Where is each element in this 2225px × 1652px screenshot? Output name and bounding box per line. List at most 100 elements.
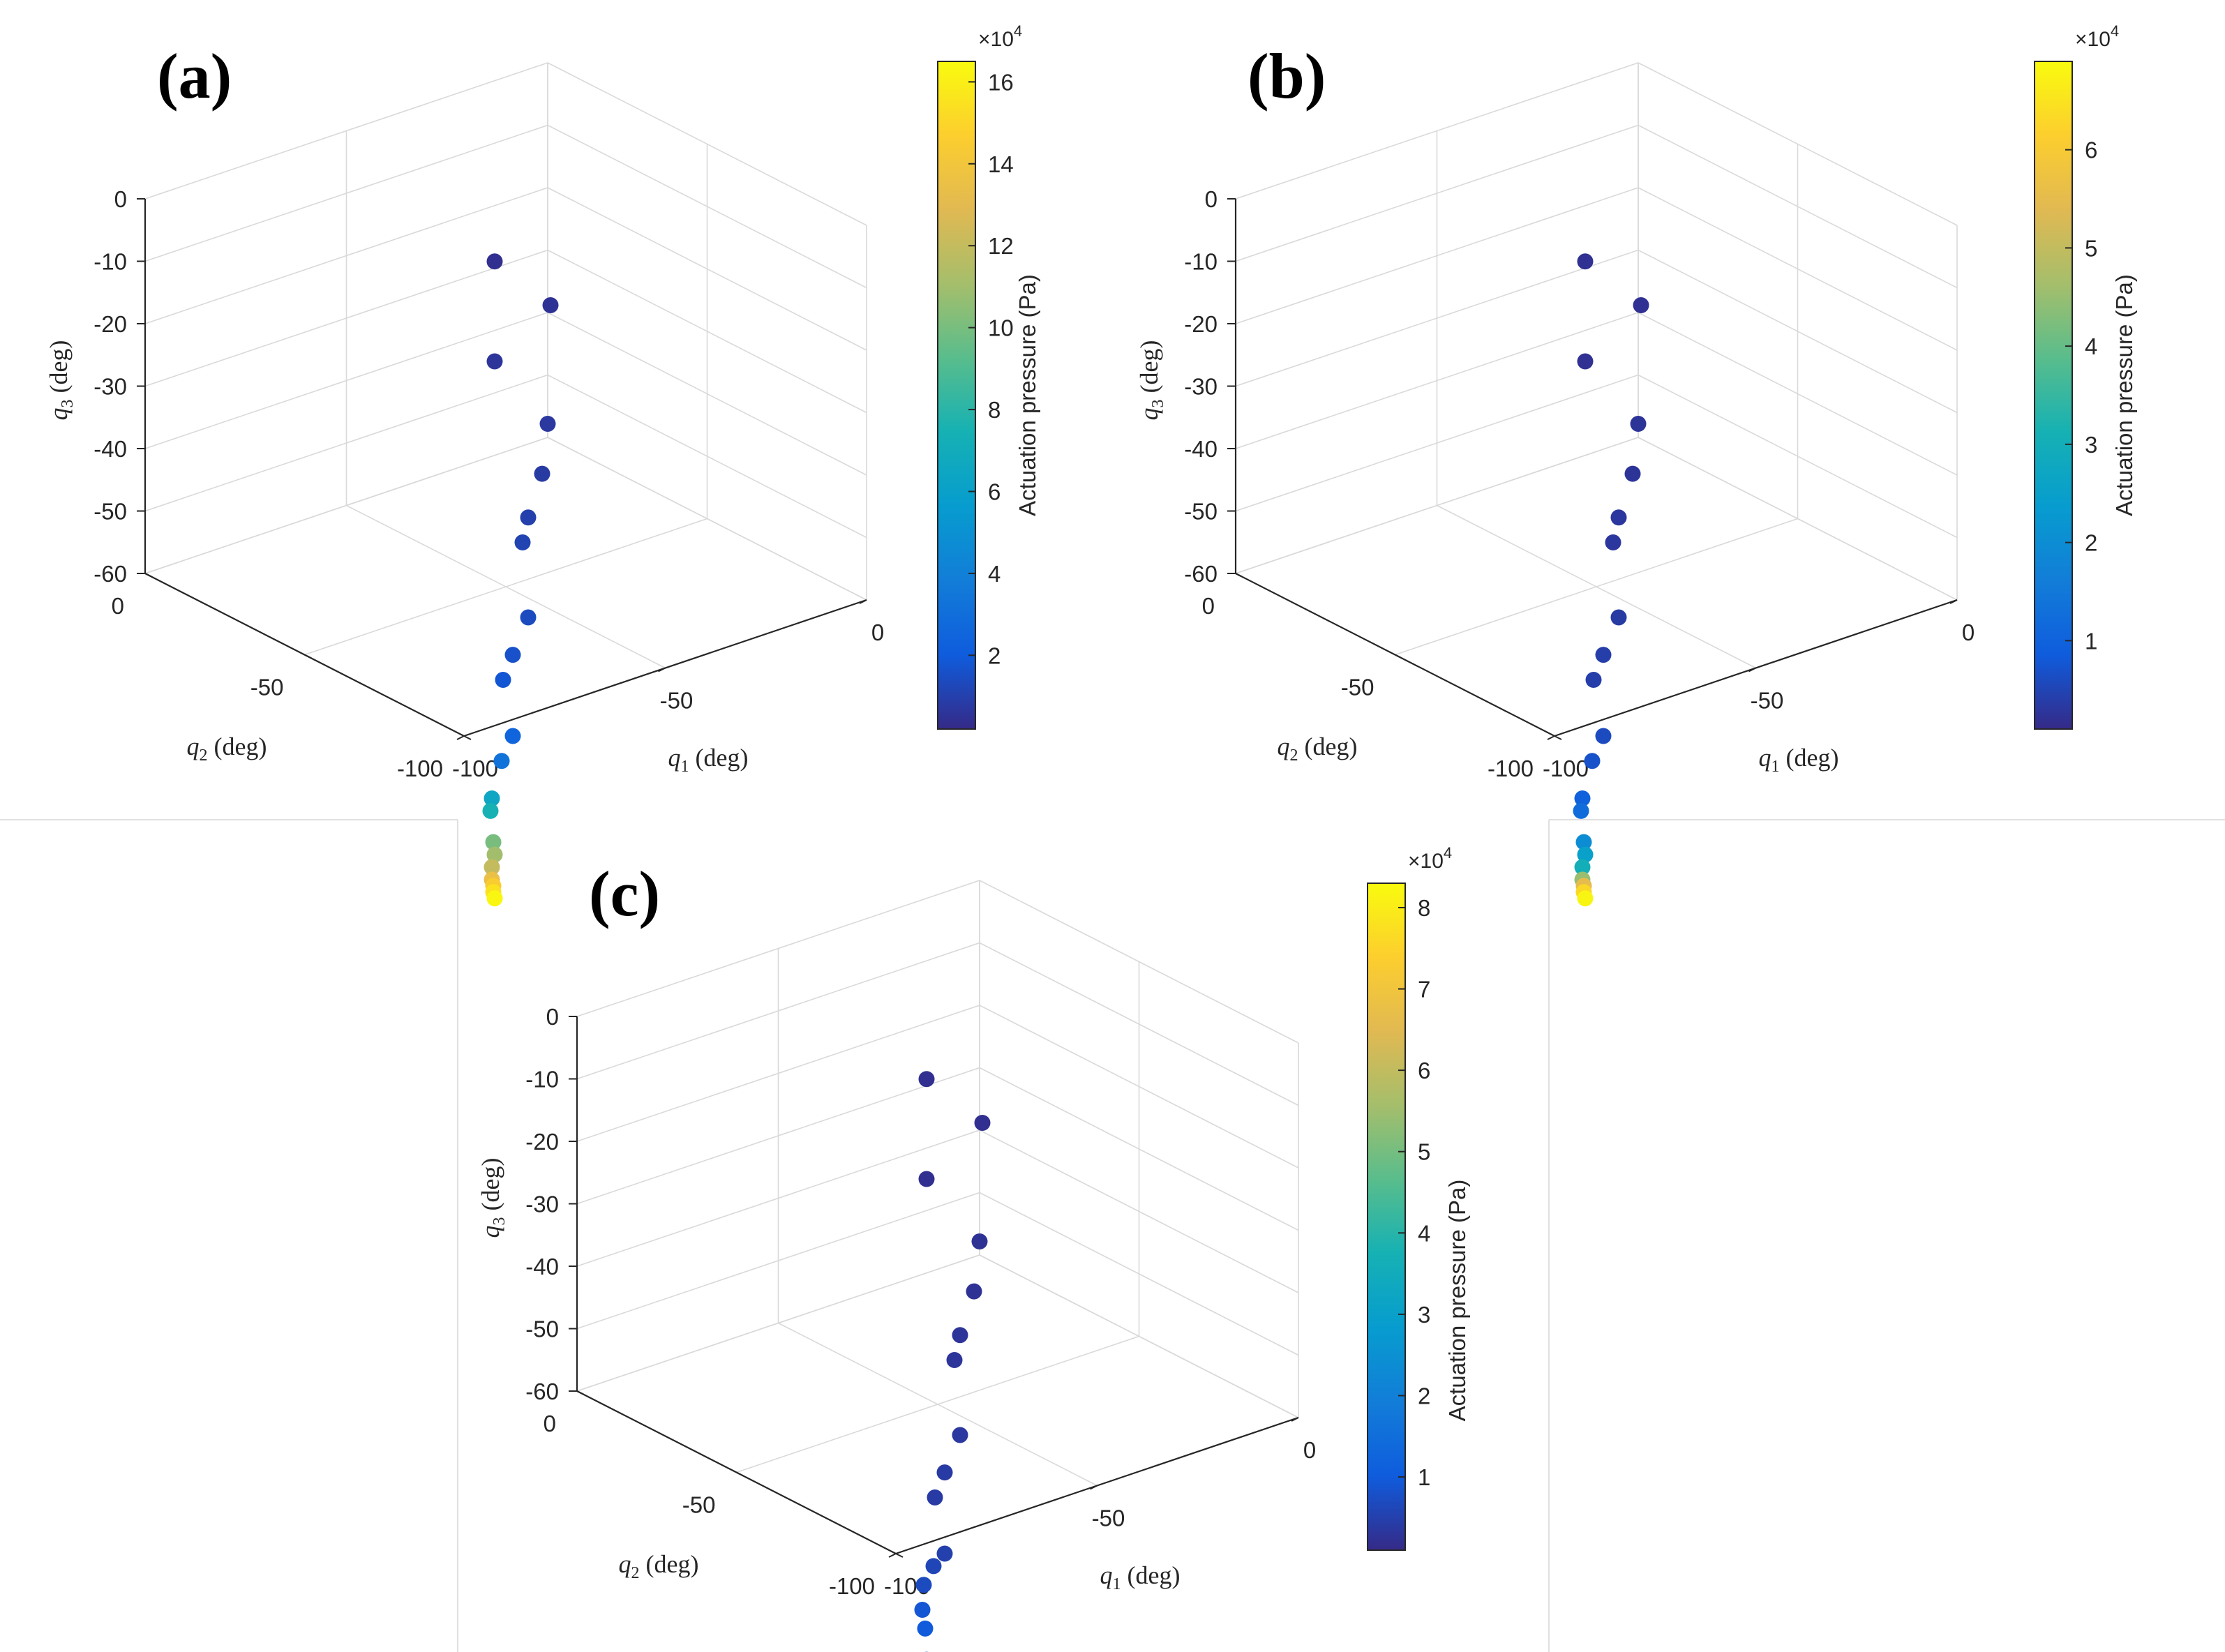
colorbar-tick-label: 4 [1418, 1220, 1430, 1246]
data-point [1577, 253, 1594, 270]
q1-axis-label-var: q [1759, 744, 1771, 772]
grid-line-floor [144, 437, 548, 574]
q2-tick-label: 0 [1202, 593, 1215, 619]
q3-tick-label: 0 [114, 186, 127, 212]
q1-tick-label: -100 [1543, 756, 1589, 781]
q2-axis-label: q2 (deg) [1278, 733, 1358, 765]
q1-tick-mark [888, 1553, 897, 1558]
q3-axis-label-sub: 3 [490, 1217, 509, 1225]
q1-axis-label: q1 (deg) [1759, 744, 1839, 776]
q2-axis-label-var: q [187, 733, 200, 760]
colorbar-tick-label: 4 [2085, 333, 2097, 359]
q1-axis-label-unit: (deg) [1121, 1561, 1181, 1589]
q2-axis-label-var: q [1278, 733, 1290, 760]
q3-tick-label: -30 [525, 1192, 559, 1217]
q2-axis-label-unit: (deg) [1298, 733, 1358, 760]
colorbar-tick-label: 8 [988, 397, 1001, 423]
data-point [1574, 790, 1591, 806]
q3-axis-label: q3 (deg) [477, 1158, 509, 1238]
q2-axis-label-var: q [619, 1550, 631, 1578]
q3-tick-label: -40 [93, 436, 127, 462]
colorbar-tick-label: 5 [2085, 235, 2097, 261]
q3-tick-label: -10 [1184, 249, 1218, 275]
data-point [1595, 728, 1612, 744]
q1-tick-label: -50 [1751, 688, 1784, 714]
colorbar-tick-label: 6 [2085, 137, 2097, 163]
panel-label: (c) [589, 858, 660, 929]
q3-axis-label-sub: 3 [1149, 399, 1167, 407]
q2-tick-mark [1554, 735, 1562, 740]
grid-line-floor [1235, 437, 1639, 574]
data-point [918, 1171, 935, 1187]
q1-tick-label: 0 [871, 620, 884, 645]
q2-tick-label: -50 [682, 1492, 716, 1518]
q2-tick-mark [1395, 654, 1402, 659]
data-point [917, 1620, 934, 1637]
data-point [486, 846, 503, 863]
q2-tick-mark [144, 573, 153, 578]
data-point [927, 1489, 943, 1505]
data-point [495, 671, 511, 688]
q2-axis-label-unit: (deg) [208, 733, 267, 760]
data-point [482, 802, 499, 819]
q1-tick-label: -50 [1092, 1505, 1125, 1531]
data-point [1577, 846, 1594, 863]
q1-axis-label-sub: 1 [1113, 1575, 1121, 1593]
colorbar [937, 61, 976, 730]
q3-axis-label-var: q [1135, 407, 1163, 420]
data-point [946, 1352, 963, 1369]
data-point [1584, 753, 1601, 769]
colorbar-tick-label: 10 [988, 315, 1014, 341]
q1-axis-label-unit: (deg) [689, 744, 749, 772]
scatter-points [482, 253, 559, 907]
q2-tick-label: -50 [250, 675, 284, 700]
colorbar-exponent: ×104 [978, 22, 1022, 51]
data-point [484, 790, 500, 806]
q1-tick-mark [859, 599, 867, 604]
q2-axis-label-sub: 2 [631, 1564, 640, 1582]
data-point [1630, 416, 1647, 432]
data-point [520, 609, 537, 626]
colorbar [2034, 61, 2073, 730]
colorbar-tick-label: 1 [2085, 628, 2097, 654]
data-point [520, 509, 537, 526]
q2-tick-label: -100 [829, 1573, 875, 1599]
colorbar-exponent-prefix: ×10 [2075, 28, 2111, 51]
colorbar-tick-label: 2 [988, 643, 1001, 668]
q1-tick-mark [1291, 1417, 1299, 1422]
panel-label: (b) [1248, 40, 1326, 112]
data-point [504, 647, 521, 663]
grid-line-floor [1395, 518, 1798, 656]
q2-axis-label-sub: 2 [200, 746, 208, 765]
q1-tick-mark [1949, 599, 1958, 604]
q3-tick-label: -10 [525, 1067, 559, 1092]
q3-tick-label: -20 [1184, 311, 1218, 337]
colorbar-exponent: ×104 [2075, 22, 2119, 51]
q3-tick-label: -20 [93, 311, 127, 337]
data-point [534, 465, 550, 482]
q3-tick-label: -30 [93, 374, 127, 400]
q3-tick-label: -60 [93, 561, 127, 587]
scatter-points [914, 1071, 991, 1652]
q2-axis-label: q2 (deg) [187, 733, 267, 765]
colorbar-tick-label: 1 [1418, 1464, 1430, 1490]
q3-tick-label: -60 [1184, 561, 1218, 587]
data-point [504, 728, 521, 744]
q2-tick-label: -100 [397, 756, 443, 781]
data-point [915, 1577, 932, 1593]
q3-tick-label: -10 [93, 249, 127, 275]
colorbar-tick-label: 2 [2085, 530, 2097, 556]
q2-tick-label: 0 [544, 1411, 556, 1436]
colorbar-exponent-prefix: ×10 [1408, 850, 1444, 873]
colorbar-tick-label: 16 [988, 69, 1014, 95]
data-point [485, 834, 502, 850]
q3-tick-label: -60 [525, 1379, 559, 1404]
q3-axis-label: q3 (deg) [1135, 340, 1167, 421]
q1-tick-mark [456, 735, 465, 740]
q1-axis-label-unit: (deg) [1780, 744, 1839, 772]
q2-tick-mark [1235, 573, 1243, 578]
colorbar-tick-label: 3 [2085, 432, 2097, 458]
